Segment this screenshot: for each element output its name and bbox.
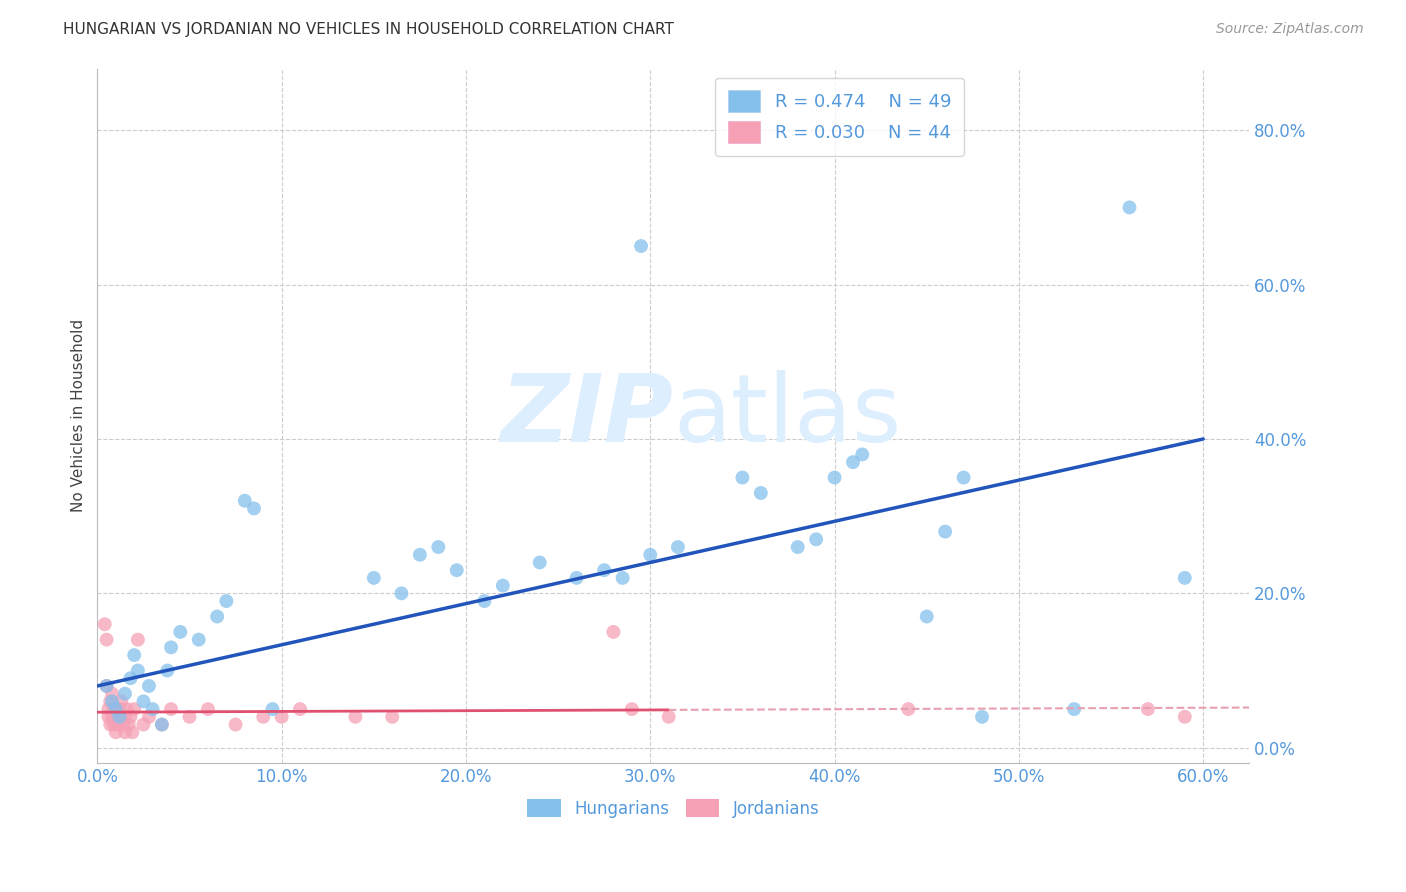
Point [851,447,873,461]
Point [252,710,274,724]
Point [529,556,551,570]
Point [474,594,496,608]
Point [122,702,145,716]
Point [120,671,142,685]
Point [187,632,209,647]
Text: atlas: atlas [673,370,901,462]
Point [666,540,689,554]
Point [115,702,138,716]
Point [104,710,127,724]
Point [127,632,149,647]
Point [142,702,165,716]
Point [786,540,808,554]
Point [96,679,118,693]
Point [897,702,920,716]
Point [96,632,118,647]
Point [96,679,118,693]
Point [215,594,238,608]
Point [112,717,135,731]
Legend: Hungarians, Jordanians: Hungarians, Jordanians [520,793,825,824]
Point [804,533,827,547]
Point [602,624,624,639]
Point [409,548,432,562]
Point [120,710,142,724]
Point [205,609,228,624]
Point [103,702,125,716]
Point [492,579,515,593]
Point [97,702,120,716]
Point [197,702,219,716]
Point [150,717,173,731]
Point [104,725,127,739]
Point [114,687,136,701]
Point [132,694,155,708]
Point [1174,571,1197,585]
Point [1063,702,1085,716]
Point [731,470,754,484]
Point [1118,201,1140,215]
Point [156,664,179,678]
Point [970,710,993,724]
Point [138,710,160,724]
Point [363,571,385,585]
Point [749,486,772,500]
Point [160,702,183,716]
Point [107,717,129,731]
Point [98,694,121,708]
Point [233,493,256,508]
Point [101,687,124,701]
Point [565,571,588,585]
Point [97,710,120,724]
Point [114,725,136,739]
Point [630,239,652,253]
Point [934,524,956,539]
Point [915,609,938,624]
Point [93,617,115,632]
Point [118,717,141,731]
Point [344,710,367,724]
Point [1136,702,1159,716]
Point [138,679,160,693]
Point [225,717,247,731]
Text: HUNGARIAN VS JORDANIAN NO VEHICLES IN HOUSEHOLD CORRELATION CHART: HUNGARIAN VS JORDANIAN NO VEHICLES IN HO… [63,22,673,37]
Point [270,710,292,724]
Point [243,501,266,516]
Point [169,624,191,639]
Point [658,710,681,724]
Point [612,571,634,585]
Text: Source: ZipAtlas.com: Source: ZipAtlas.com [1216,22,1364,37]
Point [620,702,643,716]
Point [824,470,846,484]
Point [108,710,131,724]
Point [262,702,284,716]
Point [391,586,413,600]
Point [127,664,149,678]
Point [122,648,145,662]
Point [108,710,131,724]
Point [110,694,132,708]
Point [101,694,124,708]
Point [381,710,404,724]
Point [98,717,121,731]
Point [121,725,143,739]
Point [103,717,125,731]
Point [179,710,201,724]
Point [446,563,468,577]
Point [1174,710,1197,724]
Y-axis label: No Vehicles in Household: No Vehicles in Household [72,319,86,512]
Point [952,470,974,484]
Point [114,710,136,724]
Point [108,702,131,716]
Point [160,640,183,655]
Point [842,455,865,469]
Point [101,710,124,724]
Point [593,563,616,577]
Point [104,702,127,716]
Point [288,702,311,716]
Point [132,717,155,731]
Point [640,548,662,562]
Point [150,717,173,731]
Text: ZIP: ZIP [501,370,673,462]
Point [427,540,450,554]
